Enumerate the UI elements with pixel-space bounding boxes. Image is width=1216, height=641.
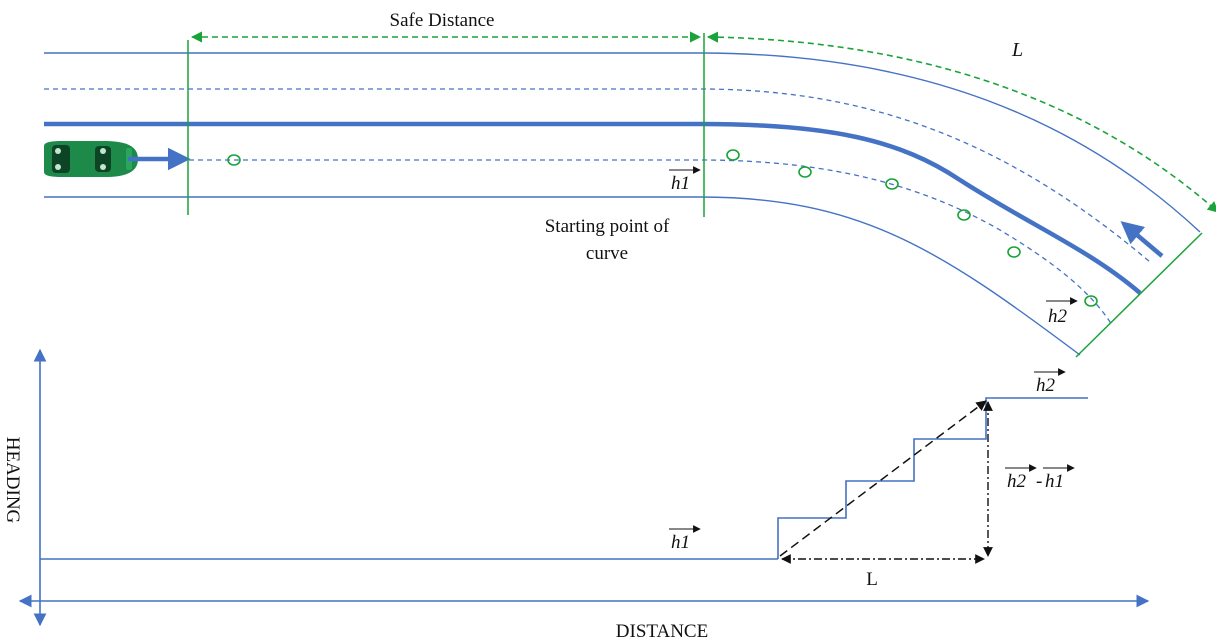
svg-text:h1: h1 — [1045, 471, 1064, 492]
road-edge-top — [44, 52, 1201, 233]
waypoint — [227, 154, 241, 166]
svg-text:h2: h2 — [1007, 471, 1027, 492]
start-curve-label-line1: Starting point of — [545, 216, 670, 237]
svg-text:h2: h2 — [1036, 375, 1056, 396]
h2-vector-label-bottom: h2 — [1034, 368, 1066, 396]
car-icon — [44, 141, 138, 177]
vehicle-path — [180, 159, 1113, 326]
waypoint — [957, 209, 971, 221]
heading-plot: HEADING DISTANCE h1 h2 h2 - h1 L — [2, 348, 1150, 641]
heading-change-label: h2 - h1 — [1005, 464, 1075, 492]
distance-axis-label: DISTANCE — [616, 621, 708, 641]
waypoint — [1084, 295, 1098, 307]
safe-distance-label: Safe Distance — [390, 10, 495, 31]
curve-end-marker — [1075, 232, 1203, 358]
waypoint — [1007, 246, 1021, 258]
h1-vector-label-bottom: h1 — [669, 525, 701, 553]
road-diagram: Safe Distance L Starting point of curve … — [44, 10, 1216, 358]
start-curve-label-line2: curve — [586, 243, 628, 264]
h1-vector-label-top: h1 — [669, 166, 701, 194]
road-centre-line — [44, 121, 1142, 295]
waypoint — [798, 166, 812, 178]
ramp-length-label: L — [866, 569, 878, 590]
waypoints — [227, 149, 1098, 307]
curve-direction-arrow — [1120, 221, 1164, 258]
curve-length-arrow — [706, 31, 1216, 213]
svg-text:h1: h1 — [671, 173, 690, 194]
svg-text:-: - — [1036, 471, 1042, 492]
waypoint — [726, 149, 740, 161]
curve-length-label: L — [1011, 39, 1023, 61]
heading-ramp-line — [779, 400, 987, 557]
svg-text:h2: h2 — [1048, 306, 1068, 327]
heading-axis-label: HEADING — [2, 437, 23, 524]
waypoint — [885, 178, 899, 190]
h2-vector-label-top: h2 — [1046, 297, 1078, 327]
svg-text:h1: h1 — [671, 532, 690, 553]
